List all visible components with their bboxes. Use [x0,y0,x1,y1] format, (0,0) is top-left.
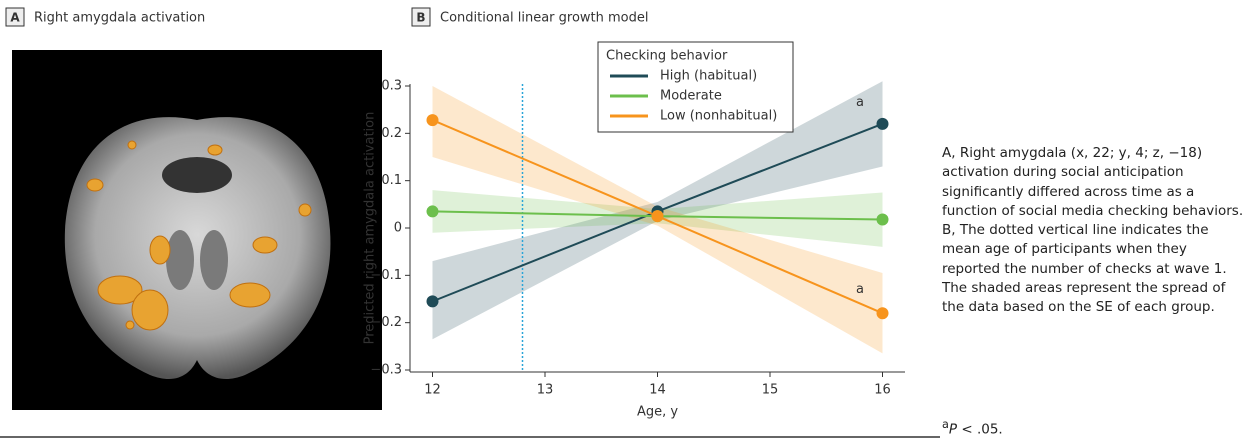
point [427,205,439,217]
footnote-p: P [949,422,957,438]
legend-label: Moderate [660,89,722,104]
y-tick-label: 0.2 [381,126,402,141]
x-tick-label: 13 [537,383,554,398]
legend-label: High (habitual) [660,69,757,84]
legend-label: Low (nonhabitual) [660,109,777,124]
y-tick-label: 0 [394,221,402,236]
annotation: a [856,95,864,110]
footnote-text: < .05. [957,422,1003,438]
y-axis-label: Predicted right amygdala activation [363,112,378,345]
point [877,307,889,319]
x-tick-label: 14 [649,383,666,398]
point [877,118,889,130]
point [652,210,664,222]
y-tick-label: 0.1 [381,173,402,188]
brain-image [12,50,382,410]
x-tick-label: 12 [424,383,441,398]
chart-title: Conditional linear growth model [440,11,649,26]
x-axis-label: Age, y [637,405,678,420]
point [877,213,889,225]
panel-letter: A [10,11,20,25]
caption: A, Right amygdala (x, 22; y, 4; z, −18) … [942,144,1247,318]
panel-letter: B [416,11,425,25]
point [427,295,439,307]
x-tick-label: 15 [762,383,779,398]
x-tick-label: 16 [874,383,891,398]
figure: A Right amygdala activation B Conditiona… [0,0,1258,443]
point [427,114,439,126]
panel-title: Right amygdala activation [34,11,205,26]
footnote: aP < .05. [942,418,1003,438]
y-tick-label: 0.3 [381,79,402,94]
annotation: a [856,282,864,297]
legend-title: Checking behavior [606,49,728,64]
footnote-mark: a [942,418,949,431]
y-tick-label: −0.3 [370,363,402,378]
